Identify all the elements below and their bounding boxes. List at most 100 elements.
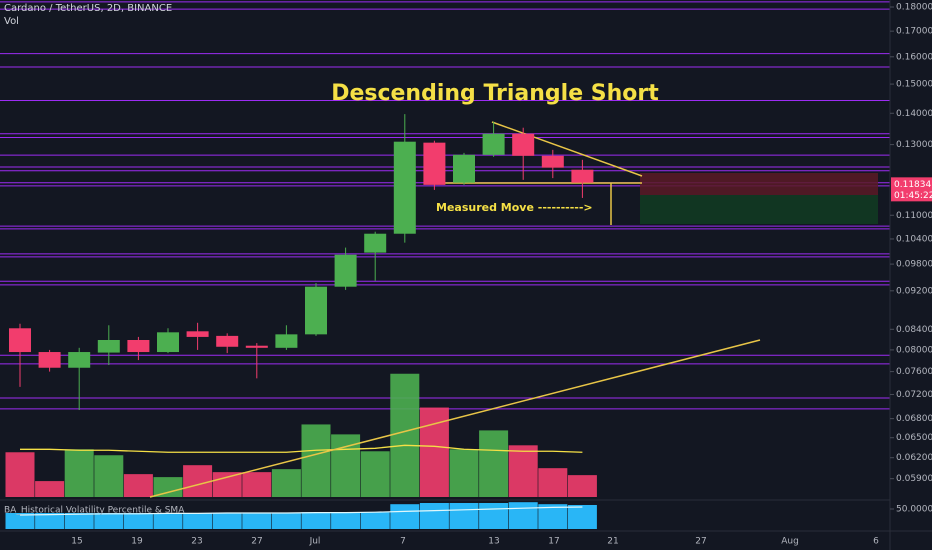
candle-body [245,345,268,348]
volume-bar [301,424,331,497]
hvp-bar [35,513,65,529]
y-tick-label: 0.07600 [896,367,932,377]
candles [9,114,594,411]
hvp-bar [64,513,94,529]
y-tick-label: 0.06800 [896,414,932,424]
last-price-box [891,177,932,202]
hvp-bar [508,502,538,529]
candle-body [512,133,535,156]
indicator-title: BA_Historical Volatility Percentile & SM… [4,506,185,516]
x-tick-label: 15 [71,537,82,547]
volume-bar [94,455,124,497]
candle-body [216,335,239,347]
volume-bar [242,472,272,497]
volume-sma [20,444,583,453]
x-tick-label: 21 [607,537,618,547]
triangle-resistance [491,121,643,177]
hvp-bar [94,513,124,529]
x-tick-label: Aug [781,537,799,547]
y-tick-label: 0.08000 [896,345,932,355]
volume-bar [538,468,568,497]
y-tick-label: 0.11000 [896,211,932,221]
hvp-bar [390,504,420,529]
y-tick-label: 0.05900 [896,474,932,484]
candle-body [393,141,416,234]
candle-body [275,334,298,348]
x-tick-label: 6 [873,537,879,547]
candle-body [571,169,594,183]
candle-body [97,339,120,353]
hvp-bar [212,513,242,529]
volume-bar [153,477,183,497]
stop-zone [640,173,878,195]
hvp-bar [360,512,390,529]
countdown: 01:45:22 [894,191,932,201]
hvp-bar [301,512,331,529]
y-tick-label: 0.07200 [896,390,932,400]
hvp-bar [331,512,361,529]
x-tick-label: 27 [251,537,262,547]
volume-bar [64,449,94,497]
x-tick-label: 23 [191,537,202,547]
last-price: 0.11834 [894,180,931,190]
volume-bar [479,430,509,497]
candle-body [423,142,446,185]
indicator-pane [5,502,597,529]
x-tick-label: 17 [548,537,559,547]
x-tick-label: Jul [309,537,321,547]
candle-body [305,286,327,335]
candle-body [364,233,387,253]
candle-body [482,133,505,155]
x-tick-label: 13 [488,537,499,547]
y-tick-label: 0.15000 [896,80,932,90]
hvp-bar [271,513,301,529]
candle-body [453,154,475,183]
y-tick-label: 0.16000 [896,52,932,62]
hvp-sma [19,506,583,516]
volume-bar [449,449,479,497]
hvp-bar [479,503,509,529]
volume-bar [212,472,242,497]
axes: 0.18000 0.17000 0.16000 0.15000 0.14000 0.130… [71,2,932,547]
y-tick-label: 0.09200 [896,286,932,296]
target-zone [640,195,878,224]
volume-bar [35,481,65,497]
y-tick-label: 0.18000 [896,2,932,12]
candle-body [9,328,31,353]
candle-body [38,352,61,368]
y-tick-label: 0.17000 [896,27,932,37]
candle-body [186,331,209,337]
volume-bar [5,452,35,497]
hvp-bar [419,503,449,529]
candle-body [541,155,564,168]
trend-line [149,339,761,498]
hvp-bar [242,513,272,529]
volume-bar [123,474,153,497]
y-tick-label: 50.00000 [896,505,932,515]
hvp-bar [183,513,213,529]
volume-bar [271,469,301,497]
x-tick-label: 7 [400,537,406,547]
y-tick-label: 0.13000 [896,140,932,150]
candle-body [157,332,179,353]
annotation: Descending Triangle Short [331,81,659,106]
x-tick-label: 27 [695,537,706,547]
y-tick-label: 0.10400 [896,234,932,244]
hvp-bar [538,504,568,529]
y-tick-label: 0.06500 [896,433,932,443]
hvp-bar [153,513,183,529]
volume-label: Vol [4,16,19,27]
volume-bar [567,475,597,497]
volume-bar [419,407,449,497]
volume-pane [5,373,597,497]
hvp-bar [567,505,597,529]
candle-body [334,254,357,287]
hvp-bar [5,513,35,529]
y-tick-label: 0.14000 [896,109,932,119]
y-tick-label: 0.06200 [896,453,932,463]
volume-bar [360,451,390,497]
chart-title: Cardano / TetherUS, 2D, BINANCE [4,3,172,14]
candle-body [127,339,150,353]
x-tick-label: 19 [131,537,143,547]
